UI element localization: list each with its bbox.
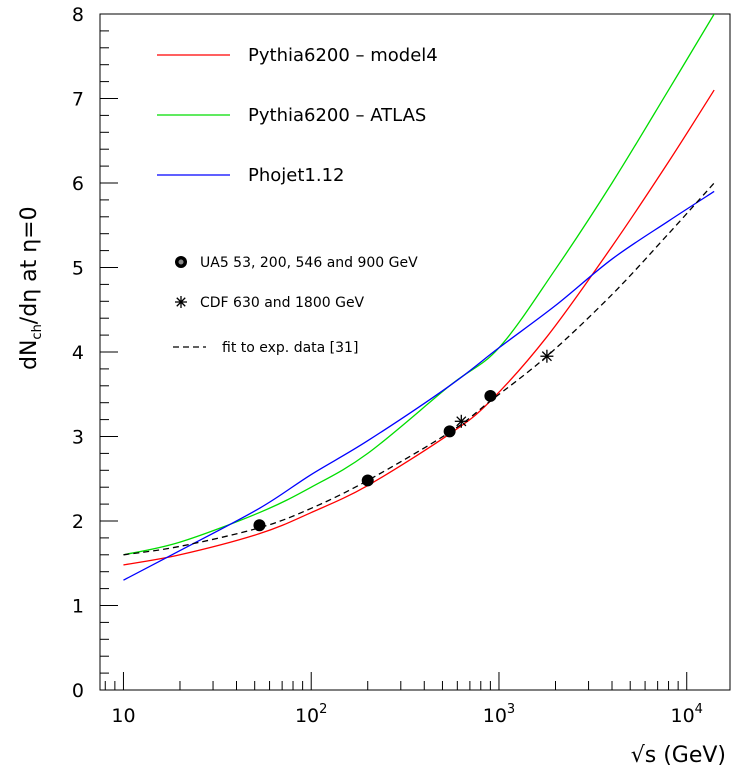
series-5 <box>454 349 554 428</box>
data-point-circle <box>361 474 374 487</box>
legend-label: CDF 630 and 1800 GeV <box>200 295 365 311</box>
y-tick-label: 6 <box>72 173 84 195</box>
series-line <box>123 190 715 581</box>
series-1 <box>123 14 715 556</box>
legend-item: fit to exp. data [31] <box>173 340 358 356</box>
x-tick-label-base: 10 <box>295 705 319 727</box>
y-tick-label: 8 <box>72 4 84 26</box>
data-point-star <box>540 349 554 363</box>
y-tick-label: 0 <box>72 680 84 702</box>
y-tick-label: 2 <box>72 511 84 533</box>
x-tick-label: 103 <box>483 702 515 727</box>
y-tick-label: 3 <box>72 427 84 449</box>
series-4 <box>253 389 497 532</box>
series-0 <box>123 89 715 566</box>
legend-swatch-center <box>178 259 184 265</box>
legend-swatch <box>175 296 187 308</box>
series-3 <box>123 182 715 556</box>
star-stroke <box>456 416 467 427</box>
legend-item: UA5 53, 200, 546 and 900 GeV <box>175 255 418 271</box>
y-axis-title-main: dN <box>17 340 42 370</box>
x-tick-label-base: 10 <box>670 705 694 727</box>
series-line <box>123 14 715 556</box>
series-line <box>123 89 715 566</box>
x-tick-label-base: 10 <box>483 705 507 727</box>
series-line <box>123 182 715 556</box>
legend-item: Pythia6200 – ATLAS <box>157 105 426 126</box>
legend-label: Pythia6200 – model4 <box>248 45 438 66</box>
y-axis: 0 1 2 3 4 5 6 7 8 <box>72 4 118 702</box>
star-stroke <box>176 297 186 307</box>
x-tick-label-exponent: 2 <box>319 702 327 717</box>
legend-label: fit to exp. data [31] <box>222 340 358 356</box>
legend: Pythia6200 – model4 Pythia6200 – ATLAS Pho… <box>157 45 438 356</box>
x-axis-title: √s (GeV) <box>631 743 726 768</box>
legend-label: Pythia6200 – ATLAS <box>248 105 426 126</box>
series-2 <box>123 190 715 581</box>
x-tick-label: 10 <box>111 705 135 727</box>
x-tick-label-base: 10 <box>111 705 135 727</box>
legend-item: Phojet1.12 <box>157 165 345 186</box>
x-tick-label-exponent: 4 <box>695 702 703 717</box>
x-tick-label-exponent: 3 <box>507 702 515 717</box>
x-axis: 10 102 103 104 <box>104 672 703 727</box>
x-tick-label: 102 <box>295 702 327 727</box>
data-point-circle <box>443 425 456 438</box>
y-tick-label: 7 <box>72 89 84 111</box>
x-tick-label: 104 <box>670 702 702 727</box>
y-tick-label: 4 <box>72 342 84 364</box>
legend-item: Pythia6200 – model4 <box>157 45 438 66</box>
data-point-circle <box>253 519 266 532</box>
y-axis-title-rest: /dη at η=0 <box>17 206 42 324</box>
series-layer <box>123 14 715 581</box>
y-tick-label: 5 <box>72 258 84 280</box>
y-axis-title: dNch/dη at η=0 <box>17 206 45 370</box>
legend-item: CDF 630 and 1800 GeV <box>175 295 365 311</box>
legend-label: UA5 53, 200, 546 and 900 GeV <box>200 255 418 271</box>
data-point-circle <box>484 389 497 402</box>
y-axis-title-sub: ch <box>30 324 45 339</box>
star-stroke <box>541 351 552 362</box>
data-point-star <box>454 414 468 428</box>
legend-label: Phojet1.12 <box>248 165 345 186</box>
y-tick-label: 1 <box>72 596 84 618</box>
